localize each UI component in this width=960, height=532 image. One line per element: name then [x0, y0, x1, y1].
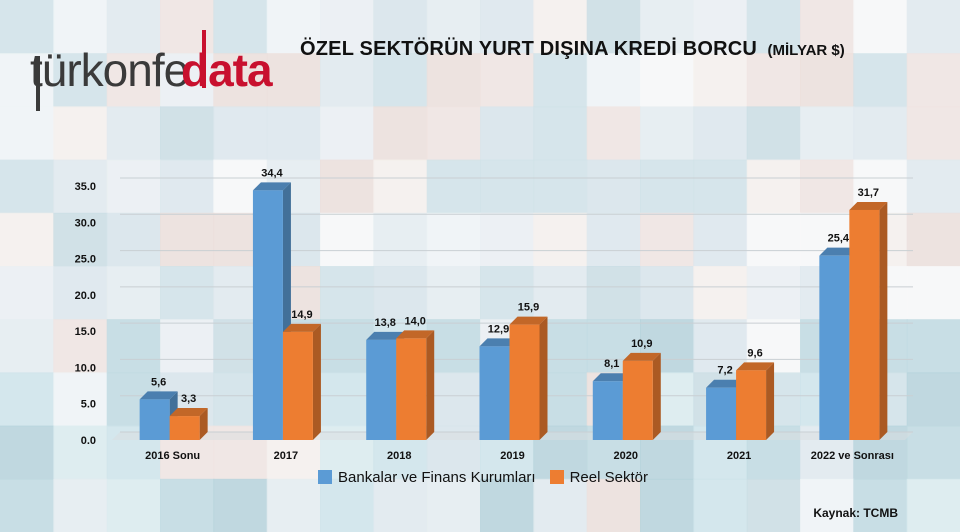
bar-front	[623, 361, 653, 440]
data-label-bank: 25,4	[828, 233, 850, 245]
bar-side	[540, 317, 548, 440]
y-tick-label: 20.0	[75, 290, 96, 302]
data-label-bank: 34,4	[261, 167, 283, 179]
bar-front	[510, 325, 540, 440]
bar-side	[766, 362, 774, 440]
bar-front	[140, 399, 170, 440]
legend-item-bank: Bankalar ve Finans Kurumları	[318, 469, 536, 486]
bar-front	[253, 190, 283, 440]
data-label-real: 15,9	[518, 302, 539, 314]
bar-real	[170, 408, 208, 440]
source-note: Kaynak: TCMB	[813, 506, 898, 520]
bar-real	[736, 362, 774, 440]
data-label-bank: 7,2	[717, 365, 732, 377]
bar-side	[426, 330, 434, 440]
y-tick-label: 25.0	[75, 254, 96, 266]
legend: Bankalar ve Finans Kurumları Reel Sektör	[318, 466, 662, 488]
bar-front	[706, 388, 736, 440]
bar-real	[849, 202, 887, 440]
bar-front	[366, 340, 396, 440]
data-label-real: 14,9	[291, 309, 312, 321]
bar-front	[170, 416, 200, 440]
data-label-bank: 5,6	[151, 376, 166, 388]
y-tick-label: 10.0	[75, 362, 96, 374]
legend-label-real: Reel Sektör	[570, 469, 648, 486]
x-tick-label: 2019	[500, 450, 524, 462]
data-label-real: 3,3	[181, 393, 196, 405]
bar-front	[396, 338, 426, 440]
bar-front	[480, 346, 510, 440]
bar-real	[510, 317, 548, 440]
legend-swatch-bank	[318, 470, 332, 484]
data-label-real: 14,0	[405, 315, 426, 327]
legend-label-bank: Bankalar ve Finans Kurumları	[338, 469, 536, 486]
bar-front	[736, 370, 766, 440]
x-tick-label: 2020	[614, 450, 638, 462]
x-tick-label: 2021	[727, 450, 751, 462]
bar-real	[623, 353, 661, 440]
x-tick-label: 2022 ve Sonrası	[811, 450, 894, 462]
y-tick-label: 0.0	[81, 435, 96, 447]
data-label-bank: 13,8	[375, 317, 396, 329]
legend-swatch-real	[550, 470, 564, 484]
x-tick-label: 2016 Sonu	[145, 450, 200, 462]
bar-front	[593, 381, 623, 440]
data-label-real: 31,7	[858, 187, 879, 199]
bar-side	[879, 202, 887, 440]
bar-front	[819, 256, 849, 440]
y-tick-label: 35.0	[75, 181, 96, 193]
data-label-real: 10,9	[631, 338, 652, 350]
bar-front	[849, 210, 879, 440]
bar-real	[396, 330, 434, 440]
bar-real	[283, 324, 321, 440]
bar-front	[283, 332, 313, 440]
y-tick-label: 15.0	[75, 326, 96, 338]
x-tick-label: 2018	[387, 450, 411, 462]
data-label-real: 9,6	[747, 347, 762, 359]
bar-side	[653, 353, 661, 440]
legend-item-real: Reel Sektör	[550, 469, 648, 486]
bar-side	[313, 324, 321, 440]
data-label-bank: 8,1	[604, 358, 619, 370]
x-tick-label: 2017	[274, 450, 298, 462]
y-tick-label: 5.0	[81, 399, 96, 411]
y-tick-label: 30.0	[75, 217, 96, 229]
data-label-bank: 12,9	[488, 323, 509, 335]
